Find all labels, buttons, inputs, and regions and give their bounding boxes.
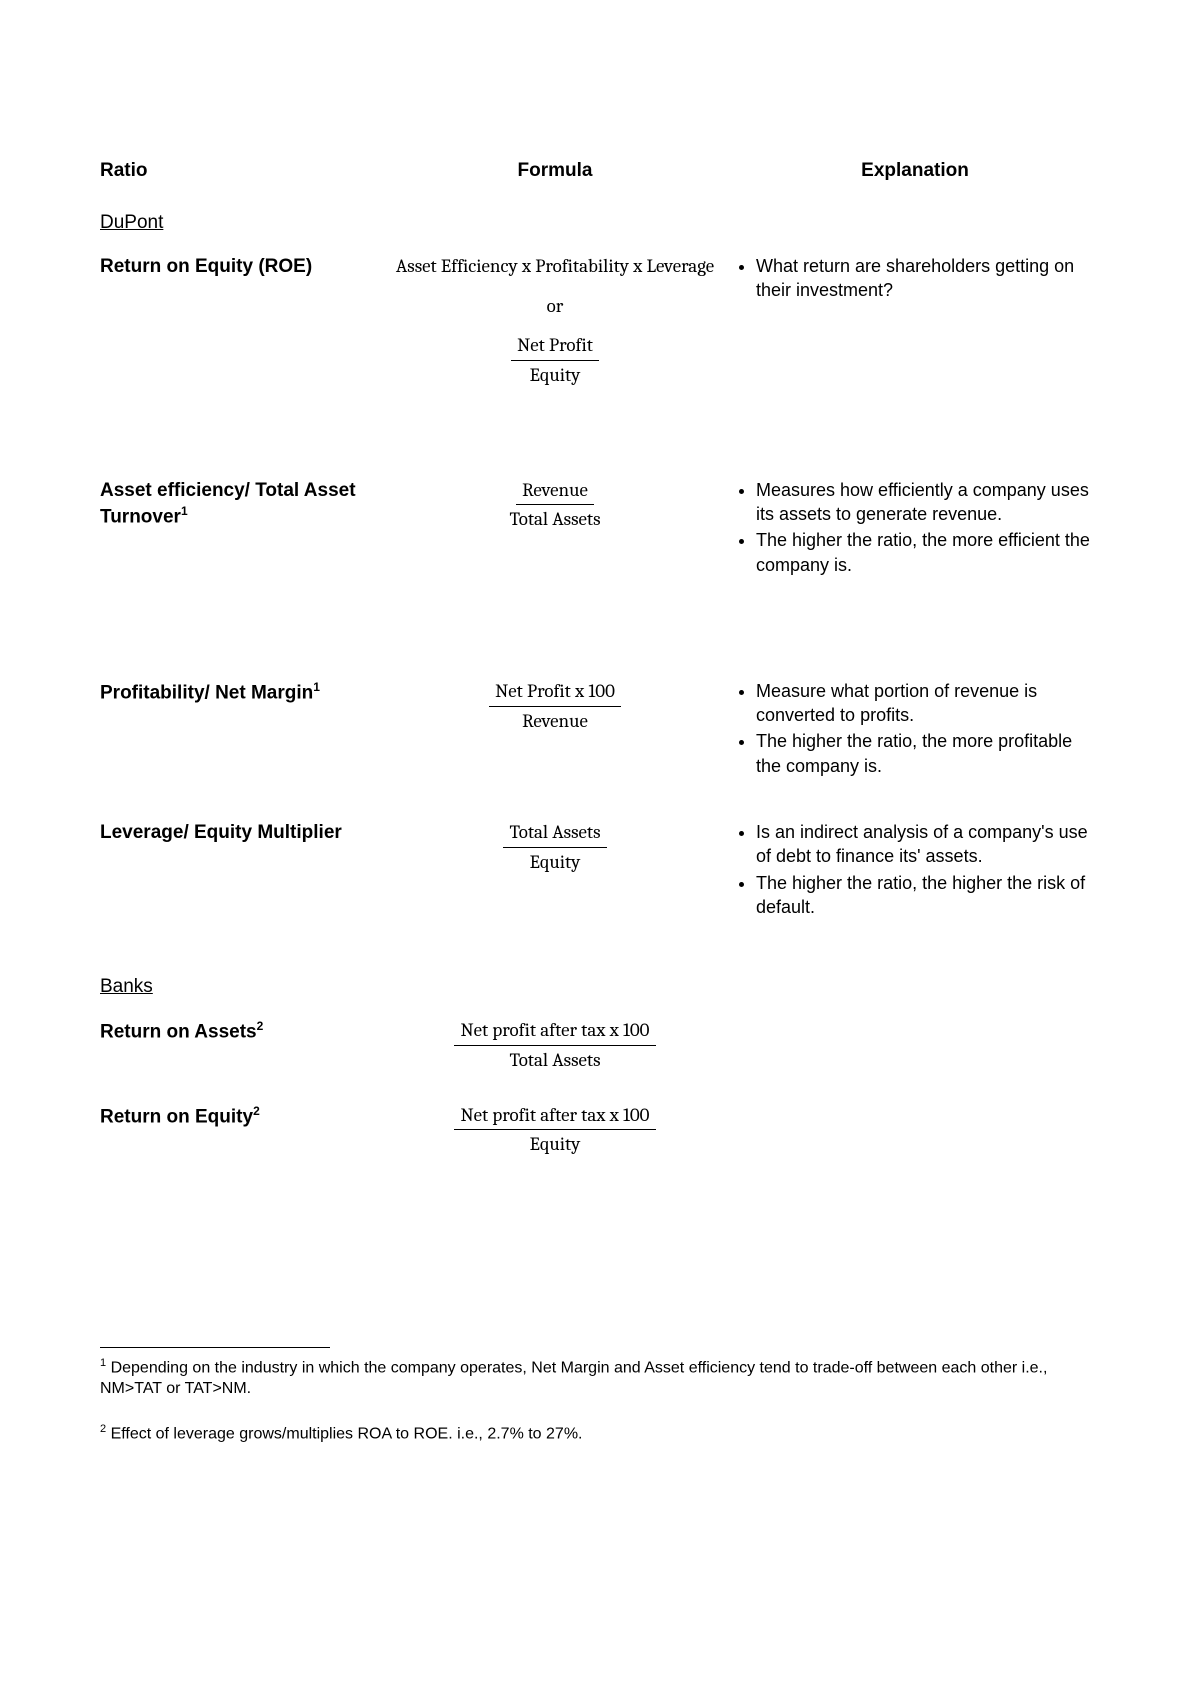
fraction-numerator: Net Profit x 100	[489, 679, 621, 707]
formula-roe: Asset Efficiency x Profitability x Lever…	[380, 254, 730, 388]
fraction-denominator: Equity	[524, 848, 587, 875]
formula-roe-bank: Net profit after tax x 100 Equity	[380, 1103, 730, 1157]
col-header-ratio: Ratio	[100, 160, 380, 182]
explanation-item: The higher the ratio, the more profitabl…	[756, 729, 1100, 778]
explanation-asset-efficiency: Measures how efficiently a company uses …	[730, 478, 1100, 579]
ratio-name-roe-bank: Return on Equity2	[100, 1103, 380, 1130]
section-banks: Banks	[100, 976, 1100, 998]
table-row: Profitability/ Net Margin1 Net Profit x …	[100, 679, 1100, 780]
table-row: Return on Assets2 Net profit after tax x…	[100, 1018, 1100, 1072]
footnote-1: 1 Depending on the industry in which the…	[100, 1356, 1100, 1401]
fraction-denominator: Equity	[524, 361, 587, 388]
fraction-numerator: Net profit after tax x 100	[454, 1018, 655, 1046]
formula-text: Asset Efficiency x Profitability x Lever…	[396, 254, 714, 280]
formula-fraction: Net Profit Equity	[511, 333, 599, 387]
superscript-ref: 2	[253, 1104, 260, 1118]
formula-roa-bank: Net profit after tax x 100 Total Assets	[380, 1018, 730, 1072]
superscript-ref: 1	[181, 504, 188, 518]
fraction-denominator: Total Assets	[503, 505, 606, 532]
col-header-explanation: Explanation	[730, 160, 1100, 182]
ratio-name-text: Return on Assets	[100, 1022, 257, 1043]
formula-asset-efficiency: Revenue Total Assets	[380, 478, 730, 532]
fraction-numerator: Net profit after tax x 100	[454, 1103, 655, 1131]
formula-or: or	[547, 294, 564, 320]
fraction-denominator: Total Assets	[503, 1046, 606, 1073]
footnote-rule	[100, 1347, 330, 1348]
explanation-item: Measures how efficiently a company uses …	[756, 478, 1100, 527]
table-row: Asset efficiency/ Total Asset Turnover1 …	[100, 478, 1100, 579]
explanation-net-margin: Measure what portion of revenue is conve…	[730, 679, 1100, 780]
fraction-numerator: Revenue	[516, 478, 594, 506]
ratio-table: Ratio Formula Explanation DuPont Return …	[100, 160, 1100, 1157]
formula-fraction: Net Profit x 100 Revenue	[489, 679, 621, 733]
ratio-name-text: Return on Equity	[100, 1106, 253, 1127]
ratio-name-roa-bank: Return on Assets2	[100, 1018, 380, 1045]
ratio-name-roe: Return on Equity (ROE)	[100, 254, 380, 280]
fraction-numerator: Total Assets	[503, 820, 606, 848]
section-dupont: DuPont	[100, 212, 1100, 234]
ratio-name-line2: Turnover	[100, 507, 181, 528]
formula-net-margin: Net Profit x 100 Revenue	[380, 679, 730, 733]
explanation-item: What return are shareholders getting on …	[756, 254, 1100, 303]
ratio-name-line1: Asset efficiency/ Total Asset	[100, 480, 356, 501]
document-page: Ratio Formula Explanation DuPont Return …	[0, 0, 1200, 1697]
footnote-text: Effect of leverage grows/multiplies ROA …	[106, 1425, 582, 1442]
explanation-item: The higher the ratio, the higher the ris…	[756, 871, 1100, 920]
explanation-item: Measure what portion of revenue is conve…	[756, 679, 1100, 728]
formula-fraction: Revenue Total Assets	[503, 478, 606, 532]
table-row: Return on Equity (ROE) Asset Efficiency …	[100, 254, 1100, 388]
formula-leverage: Total Assets Equity	[380, 820, 730, 874]
footnotes: 1 Depending on the industry in which the…	[100, 1347, 1100, 1467]
fraction-numerator: Net Profit	[511, 333, 599, 361]
col-header-formula: Formula	[380, 160, 730, 182]
ratio-name-net-margin: Profitability/ Net Margin1	[100, 679, 380, 706]
explanation-item: Is an indirect analysis of a company's u…	[756, 820, 1100, 869]
formula-fraction: Total Assets Equity	[503, 820, 606, 874]
ratio-name-text: Profitability/ Net Margin	[100, 682, 313, 703]
explanation-leverage: Is an indirect analysis of a company's u…	[730, 820, 1100, 921]
formula-fraction: Net profit after tax x 100 Total Assets	[454, 1018, 655, 1072]
superscript-ref: 1	[313, 680, 320, 694]
footnote-text: Depending on the industry in which the c…	[100, 1359, 1047, 1398]
table-row: Return on Equity2 Net profit after tax x…	[100, 1103, 1100, 1157]
formula-fraction: Net profit after tax x 100 Equity	[454, 1103, 655, 1157]
table-row: Leverage/ Equity Multiplier Total Assets…	[100, 820, 1100, 921]
explanation-item: The higher the ratio, the more efficient…	[756, 528, 1100, 577]
fraction-denominator: Revenue	[516, 707, 594, 734]
ratio-name-asset-efficiency: Asset efficiency/ Total Asset Turnover1	[100, 478, 380, 531]
superscript-ref: 2	[257, 1019, 264, 1033]
ratio-name-leverage: Leverage/ Equity Multiplier	[100, 820, 380, 846]
footnote-2: 2 Effect of leverage grows/multiplies RO…	[100, 1422, 1100, 1445]
explanation-roe: What return are shareholders getting on …	[730, 254, 1100, 388]
fraction-denominator: Equity	[524, 1130, 587, 1157]
table-header-row: Ratio Formula Explanation	[100, 160, 1100, 182]
